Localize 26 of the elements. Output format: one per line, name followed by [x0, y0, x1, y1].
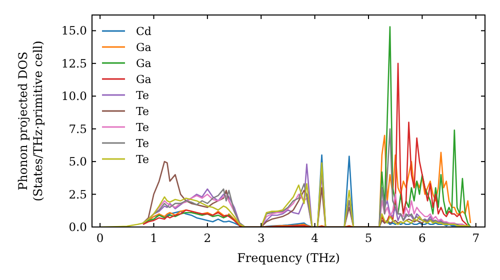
- y-tick-label: 15.0: [61, 24, 87, 38]
- x-tick-label: 2: [204, 231, 212, 245]
- x-tick-label: 1: [150, 231, 158, 245]
- x-tick-label: 4: [311, 231, 318, 245]
- x-tick-label: 5: [364, 231, 372, 245]
- legend-label: Cd: [136, 25, 152, 38]
- legend-label: Te: [136, 153, 149, 166]
- legend-label: Te: [136, 137, 149, 150]
- legend-label: Te: [136, 105, 149, 118]
- y-tick-label: 2.5: [68, 187, 87, 202]
- legend-label: Ga: [136, 57, 152, 70]
- y-tick-label: 0.0: [68, 220, 87, 234]
- legend-label: Te: [136, 121, 149, 134]
- y-axis-title: Phonon projected DOS (States/THz·primitive cell): [16, 40, 45, 202]
- y-tick-label: 10.0: [61, 89, 87, 104]
- x-tick-label: 3: [257, 231, 265, 245]
- x-tick-label: 7: [472, 231, 480, 245]
- y-tick-label: 5.0: [68, 154, 87, 169]
- x-tick-label: 6: [418, 231, 426, 245]
- legend-label: Te: [136, 89, 149, 102]
- x-axis-title: Frequency (THz): [237, 251, 340, 265]
- y-tick-label: 12.5: [61, 56, 87, 70]
- x-tick-label: 0: [96, 231, 104, 245]
- legend-label: Ga: [136, 73, 152, 86]
- legend-label: Ga: [136, 41, 152, 54]
- y-tick-label: 7.5: [68, 122, 87, 136]
